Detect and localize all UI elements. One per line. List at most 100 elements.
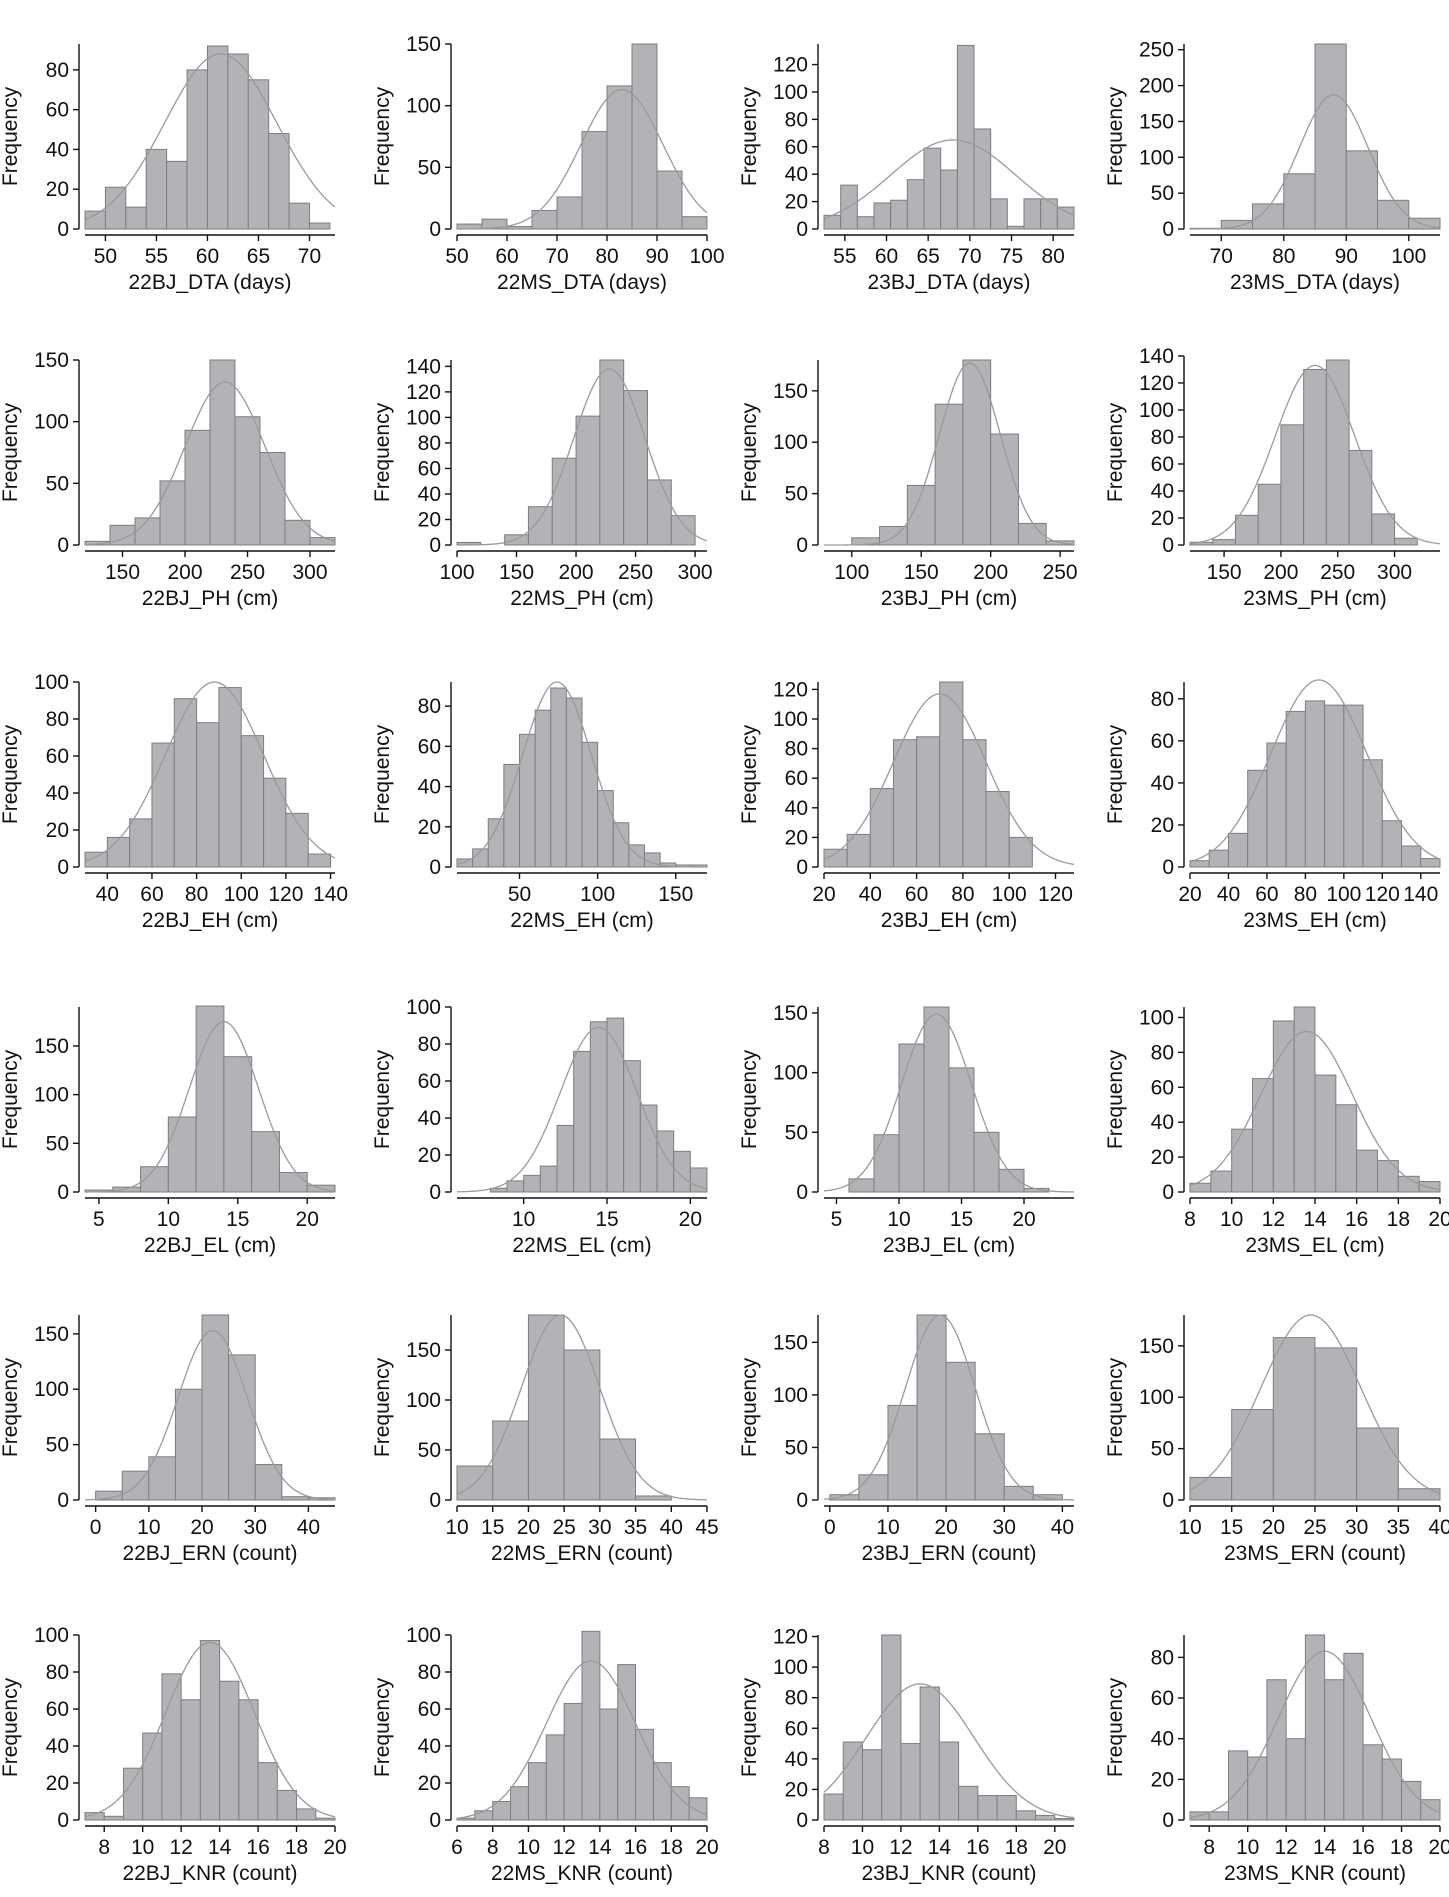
x-tick-label: 14 xyxy=(208,1836,232,1859)
x-tick-label: 60 xyxy=(1255,883,1278,906)
y-tick-label: 20 xyxy=(1151,507,1174,530)
y-tick-label: 0 xyxy=(796,218,808,241)
x-tick-label: 10 xyxy=(876,1516,899,1539)
histogram-bar xyxy=(1283,173,1316,230)
histogram-bar xyxy=(1314,1347,1358,1501)
y-tick-label: 120 xyxy=(1139,372,1174,395)
histogram-bar xyxy=(1401,845,1422,868)
y-axis-label: Frequency xyxy=(371,1357,394,1457)
histogram-bar xyxy=(1362,759,1383,868)
x-tick-label: 18 xyxy=(1005,1836,1028,1859)
histogram-bar xyxy=(474,1810,494,1821)
histogram-panel: 0 20 40 60 80 100 8 10 12 14 16 18 20 22BJ_KNR (count… xyxy=(0,1624,347,1885)
histogram-bar xyxy=(938,1741,960,1821)
histogram-bar xyxy=(263,777,287,868)
y-tick-label: 100 xyxy=(773,1656,808,1679)
x-axis-label: 23BJ_KNR (count) xyxy=(861,1862,1036,1885)
x-tick-label: 20 xyxy=(517,1516,540,1539)
histogram-bar xyxy=(887,1404,918,1501)
x-tick-label: 10 xyxy=(1178,1516,1201,1539)
x-tick-label: 40 xyxy=(660,1516,683,1539)
histogram-bar xyxy=(656,1130,675,1193)
y-tick-label: 100 xyxy=(773,708,808,731)
histogram-bar xyxy=(890,199,908,230)
x-tick-label: 250 xyxy=(618,561,653,584)
y-tick-label: 40 xyxy=(46,782,69,805)
x-tick-label: 250 xyxy=(1320,561,1355,584)
y-tick-label: 0 xyxy=(1162,1809,1174,1832)
histogram-bar xyxy=(869,788,894,868)
histogram-bar xyxy=(1035,1814,1056,1821)
histogram-bar xyxy=(223,1056,253,1193)
histogram-bar xyxy=(487,818,505,868)
histogram-bar xyxy=(612,822,630,868)
histogram-panel: 0 20 40 60 80 100 6 8 10 12 14 16 18 20 22MS_KNR (coun… xyxy=(371,1624,719,1885)
normal-fit-curve xyxy=(456,681,708,868)
histogram-bar xyxy=(1394,537,1418,546)
histogram-bar xyxy=(1008,836,1033,868)
histogram-bar xyxy=(1054,1817,1075,1821)
y-tick-label: 100 xyxy=(773,431,808,454)
histogram-bar xyxy=(1397,1488,1441,1501)
histogram-bar xyxy=(1335,1104,1358,1193)
histogram-bar xyxy=(656,170,683,230)
x-tick-label: 12 xyxy=(1262,1208,1285,1231)
histogram-bar xyxy=(1325,359,1350,546)
y-axis-label: Frequency xyxy=(738,86,761,186)
y-tick-label: 0 xyxy=(1162,1489,1174,1512)
y-tick-label: 150 xyxy=(773,1002,808,1025)
x-tick-label: 8 xyxy=(1203,1836,1215,1859)
x-tick-label: 20 xyxy=(1012,1208,1035,1231)
histogram-panel: 0 20 40 60 80 100 120 8 10 12 14 16 18 20 23BJ_KNR (co… xyxy=(738,1626,1075,1885)
histogram-bar xyxy=(973,128,992,230)
y-axis-label: Frequency xyxy=(371,724,394,824)
x-axis-label: 22MS_EH (cm) xyxy=(510,909,654,932)
normal-fit-curve xyxy=(1189,1314,1441,1495)
x-tick-label: 80 xyxy=(1272,245,1295,268)
x-tick-label: 20 xyxy=(1428,1836,1449,1859)
histogram-bar xyxy=(861,1749,883,1821)
y-tick-label: 0 xyxy=(429,1809,441,1832)
x-tick-label: 50 xyxy=(94,245,117,268)
y-tick-label: 20 xyxy=(785,1778,808,1801)
y-tick-label: 0 xyxy=(57,1181,69,1204)
x-axis-label: 22MS_KNR (count) xyxy=(491,1862,673,1885)
y-tick-label: 50 xyxy=(1151,1438,1174,1461)
x-tick-label: 40 xyxy=(297,1516,320,1539)
y-tick-label: 80 xyxy=(418,1033,441,1056)
histogram-panel: 0 50 100 150 5 10 15 20 23BJ_EL (cm) Frequency xyxy=(738,1002,1075,1257)
y-tick-label: 40 xyxy=(785,797,808,820)
histogram-bar xyxy=(881,1634,902,1821)
y-tick-label: 40 xyxy=(46,138,69,161)
x-tick-label: 35 xyxy=(1387,1516,1410,1539)
y-tick-label: 0 xyxy=(57,856,69,879)
histogram-bar xyxy=(1231,1409,1274,1501)
histogram-panel: 0 50 100 150 10 15 20 25 30 35 40 45 22MS_ERN (count… xyxy=(371,1314,719,1565)
histogram-bar xyxy=(565,697,583,868)
x-tick-label: 30 xyxy=(588,1516,611,1539)
y-tick-label: 0 xyxy=(429,1181,441,1204)
y-tick-label: 40 xyxy=(1151,772,1174,795)
y-tick-label: 150 xyxy=(406,33,441,56)
x-tick-label: 140 xyxy=(313,883,348,906)
x-tick-label: 120 xyxy=(268,883,303,906)
histogram-bar xyxy=(1015,1810,1037,1821)
histogram-panel: 0 50 100 150 200 250 70 80 90 100 23MS_DTA (days) F… xyxy=(1104,39,1441,294)
y-axis-label: Frequency xyxy=(1104,724,1127,824)
histogram-bar xyxy=(240,735,265,868)
histogram-bar xyxy=(563,1349,601,1501)
histogram-bar xyxy=(573,1050,591,1193)
y-tick-label: 20 xyxy=(1151,814,1174,837)
y-tick-label: 0 xyxy=(57,534,69,557)
histogram-bar xyxy=(900,1743,921,1821)
y-axis-label: Frequency xyxy=(371,1677,394,1777)
x-tick-label: 70 xyxy=(1210,245,1233,268)
histogram-bar xyxy=(112,1186,142,1193)
histogram-bar xyxy=(251,1131,280,1193)
y-tick-label: 100 xyxy=(1139,1386,1174,1409)
y-tick-label: 80 xyxy=(1151,1041,1174,1064)
x-tick-label: 60 xyxy=(905,883,928,906)
y-tick-label: 80 xyxy=(1151,426,1174,449)
x-tick-label: 20 xyxy=(323,1836,346,1859)
x-tick-label: 100 xyxy=(992,883,1027,906)
